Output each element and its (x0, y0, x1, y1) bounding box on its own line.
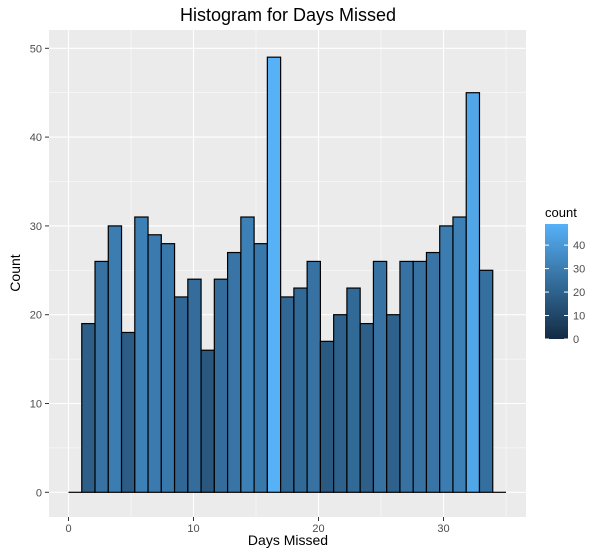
histogram-bar (425, 251, 441, 493)
histogram-bar (266, 56, 282, 493)
histogram-bar (333, 314, 348, 493)
histogram-bar (107, 225, 123, 493)
histogram-bar (94, 260, 109, 493)
legend: count 0 10 20 30 40 (545, 205, 585, 346)
legend-tick-label: 40 (573, 240, 585, 252)
y-tick-label: 40 (30, 132, 42, 144)
legend-tick-label: 20 (573, 287, 585, 299)
y-tick-label: 10 (30, 399, 42, 411)
x-tick-label: 0 (65, 523, 71, 535)
x-tick-label: 30 (437, 523, 449, 535)
histogram-bar (439, 225, 454, 493)
legend-tick-label: 10 (573, 311, 585, 323)
histogram-bar (226, 251, 242, 493)
histogram-bar (319, 340, 335, 493)
histogram-bar (346, 287, 361, 493)
histogram-bar (280, 296, 295, 493)
histogram-bar (399, 260, 414, 493)
histogram-bar (200, 349, 215, 493)
histogram-bar (187, 278, 202, 493)
legend-tick-label: 30 (573, 264, 585, 276)
y-tick-label: 20 (30, 310, 42, 322)
histogram-bar (213, 278, 229, 493)
histogram-bar (293, 287, 308, 493)
x-axis-title: Days Missed (248, 532, 328, 548)
histogram-bar (386, 314, 401, 493)
chart-title: Histogram for Days Missed (180, 5, 396, 25)
histogram-bar (147, 234, 162, 493)
x-tick-label: 20 (312, 523, 324, 535)
y-tick-label: 0 (36, 487, 42, 499)
histogram-bar (412, 260, 428, 493)
histogram-bar (465, 92, 481, 493)
histogram-bar (253, 243, 268, 493)
y-tick-label: 50 (30, 43, 42, 55)
histogram-bar (81, 322, 96, 493)
histogram-bars (68, 56, 506, 493)
legend-ticks: 0 10 20 30 40 (545, 240, 585, 346)
y-axis-title: Count (7, 254, 23, 291)
histogram-bar (306, 260, 321, 493)
histogram-bar (452, 216, 467, 493)
y-tick-label: 30 (30, 221, 42, 233)
histogram-bar (478, 269, 494, 493)
x-axis-ticks: 0 10 20 30 (65, 517, 450, 535)
x-tick-label: 10 (187, 523, 199, 535)
histogram-bar (359, 322, 375, 493)
histogram-bar (240, 216, 255, 493)
y-axis-ticks: 0 10 20 30 40 50 (30, 43, 49, 499)
histogram-bar (160, 243, 176, 493)
histogram-bar (173, 296, 189, 493)
histogram-bar (134, 216, 149, 493)
legend-tick-label: 0 (573, 334, 579, 346)
histogram-bar (120, 331, 136, 493)
legend-colorbar (545, 224, 568, 339)
histogram-bar (372, 260, 388, 493)
legend-title: count (545, 205, 577, 220)
